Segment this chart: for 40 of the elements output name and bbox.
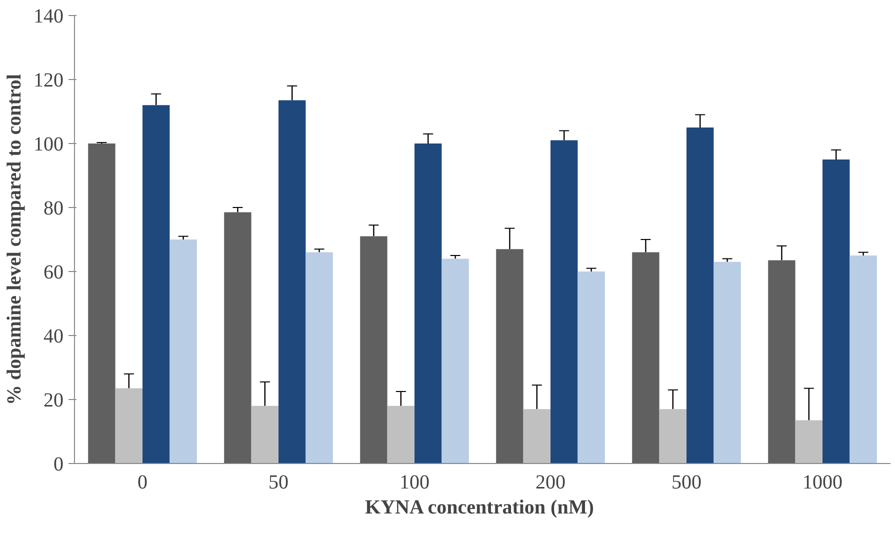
bar: [496, 249, 524, 464]
y-tick-label: 20: [44, 390, 64, 412]
bar: [387, 406, 414, 464]
y-tick-label: 60: [44, 262, 64, 284]
x-tick-label: 200: [536, 472, 566, 494]
bar: [632, 252, 660, 464]
bar: [224, 212, 252, 464]
bar: [414, 144, 442, 464]
y-tick-label: 0: [54, 454, 64, 476]
bar: [170, 240, 197, 464]
bar: [714, 262, 741, 464]
bar: [278, 100, 306, 464]
y-tick-label: 40: [44, 326, 64, 348]
y-tick-label: 100: [34, 134, 64, 156]
x-tick-label: 100: [400, 472, 430, 494]
x-tick-label: 0: [138, 472, 148, 494]
y-tick-label: 80: [44, 198, 64, 220]
bar: [360, 236, 388, 464]
bar: [578, 272, 605, 464]
bar: [142, 105, 170, 464]
x-axis-title: KYNA concentration (nM): [365, 496, 594, 518]
bar: [822, 160, 850, 464]
bar: [523, 409, 550, 464]
y-tick-label: 140: [34, 6, 64, 28]
bar: [88, 144, 116, 464]
bar: [659, 409, 686, 464]
bar: [550, 140, 578, 464]
bar: [795, 420, 822, 464]
y-tick-label: 120: [34, 70, 64, 92]
bar: [251, 406, 278, 464]
x-tick-label: 50: [268, 472, 288, 494]
bar: [686, 128, 714, 464]
bar: [115, 388, 142, 464]
bar: [850, 256, 877, 464]
x-tick-label: 1000: [802, 472, 842, 494]
bar: [306, 252, 333, 464]
y-axis-title: % dopamine level compared to control: [4, 74, 26, 405]
bar: [768, 260, 796, 464]
bar: [442, 258, 469, 464]
x-tick-label: 500: [672, 472, 702, 494]
